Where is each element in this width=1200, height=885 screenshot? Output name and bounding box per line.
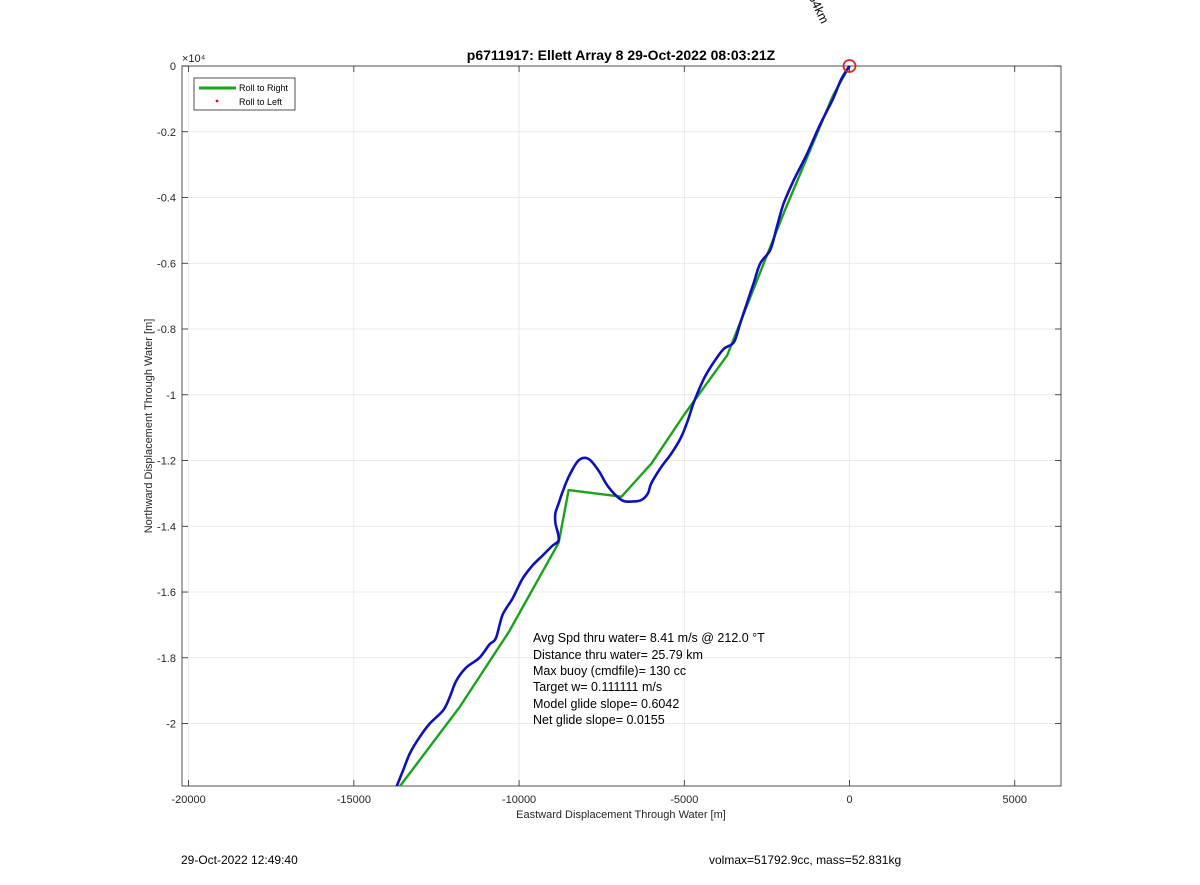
footer-timestamp: 29-Oct-2022 12:49:40 <box>181 853 298 867</box>
stat-net-glide: Net glide slope= 0.0155 <box>533 713 665 727</box>
legend: Roll to Right Roll to Left <box>193 77 296 111</box>
y-tick-label: -0.4 <box>157 193 176 205</box>
y-tick-label: -1.4 <box>157 521 176 533</box>
y-axis-label: Northward Displacement Through Water [m] <box>143 319 155 534</box>
x-ticks: -20000 -15000 -10000 -5000 0 5000 <box>171 66 1027 806</box>
y-tick-label: -0.8 <box>157 324 176 336</box>
y-tick-label: -2 <box>166 719 176 731</box>
x-axis-label: Eastward Displacement Through Water [m] <box>516 809 726 821</box>
legend-label-roll-right: Roll to Right <box>239 83 289 93</box>
legend-marker-roll-left <box>215 99 219 103</box>
y-tick-label: 0 <box>170 61 176 73</box>
y-tick-label: -1.8 <box>157 653 176 665</box>
stats-annotation: Avg Spd thru water= 8.41 m/s @ 212.0 °T … <box>533 631 765 727</box>
plot-area-frame <box>181 65 1062 787</box>
x-tick-label: -10000 <box>502 794 536 806</box>
x-tick-label: 0 <box>846 794 852 806</box>
stat-model-glide: Model glide slope= 0.6042 <box>533 697 679 711</box>
y-tick-label: -0.2 <box>157 127 176 139</box>
footer-volmax-mass: volmax=51792.9cc, mass=52.831kg <box>709 853 902 867</box>
x-tick-label: -5000 <box>670 794 698 806</box>
stat-max-buoy: Max buoy (cmdfile)= 130 cc <box>533 664 686 678</box>
rotated-annotation: 3.99m/s for0.85195hr =0.564km <box>742 0 832 26</box>
x-tick-label: 5000 <box>1002 794 1026 806</box>
stat-target-w: Target w= 0.111111 m/s <box>533 680 662 694</box>
y-ticks: 0 -0.2 -0.4 -0.6 -0.8 -1 -1.2 -1.4 -1.6 -1.8 -2 <box>157 61 1061 731</box>
x-tick-label: -15000 <box>337 794 371 806</box>
start-marker <box>842 59 857 73</box>
stat-distance: Distance thru water= 25.79 km <box>533 648 703 662</box>
series-roll-to-right <box>399 65 851 787</box>
series-path <box>395 65 851 787</box>
legend-label-roll-left: Roll to Left <box>239 97 283 107</box>
x-tick-label: -20000 <box>171 794 205 806</box>
y-tick-label: -0.6 <box>157 258 176 270</box>
y-tick-label: -1.6 <box>157 587 176 599</box>
stat-avg-speed: Avg Spd thru water= 8.41 m/s @ 212.0 °T <box>533 631 765 645</box>
series <box>395 59 857 787</box>
grid <box>182 65 1061 786</box>
y-tick-label: -1 <box>166 390 176 402</box>
legend-box <box>193 77 296 111</box>
chart-title: p6711917: Ellett Array 8 29-Oct-2022 08:… <box>467 47 776 63</box>
y-exponent-label: ×10⁴ <box>182 53 206 65</box>
y-tick-label: -1.2 <box>157 456 176 468</box>
